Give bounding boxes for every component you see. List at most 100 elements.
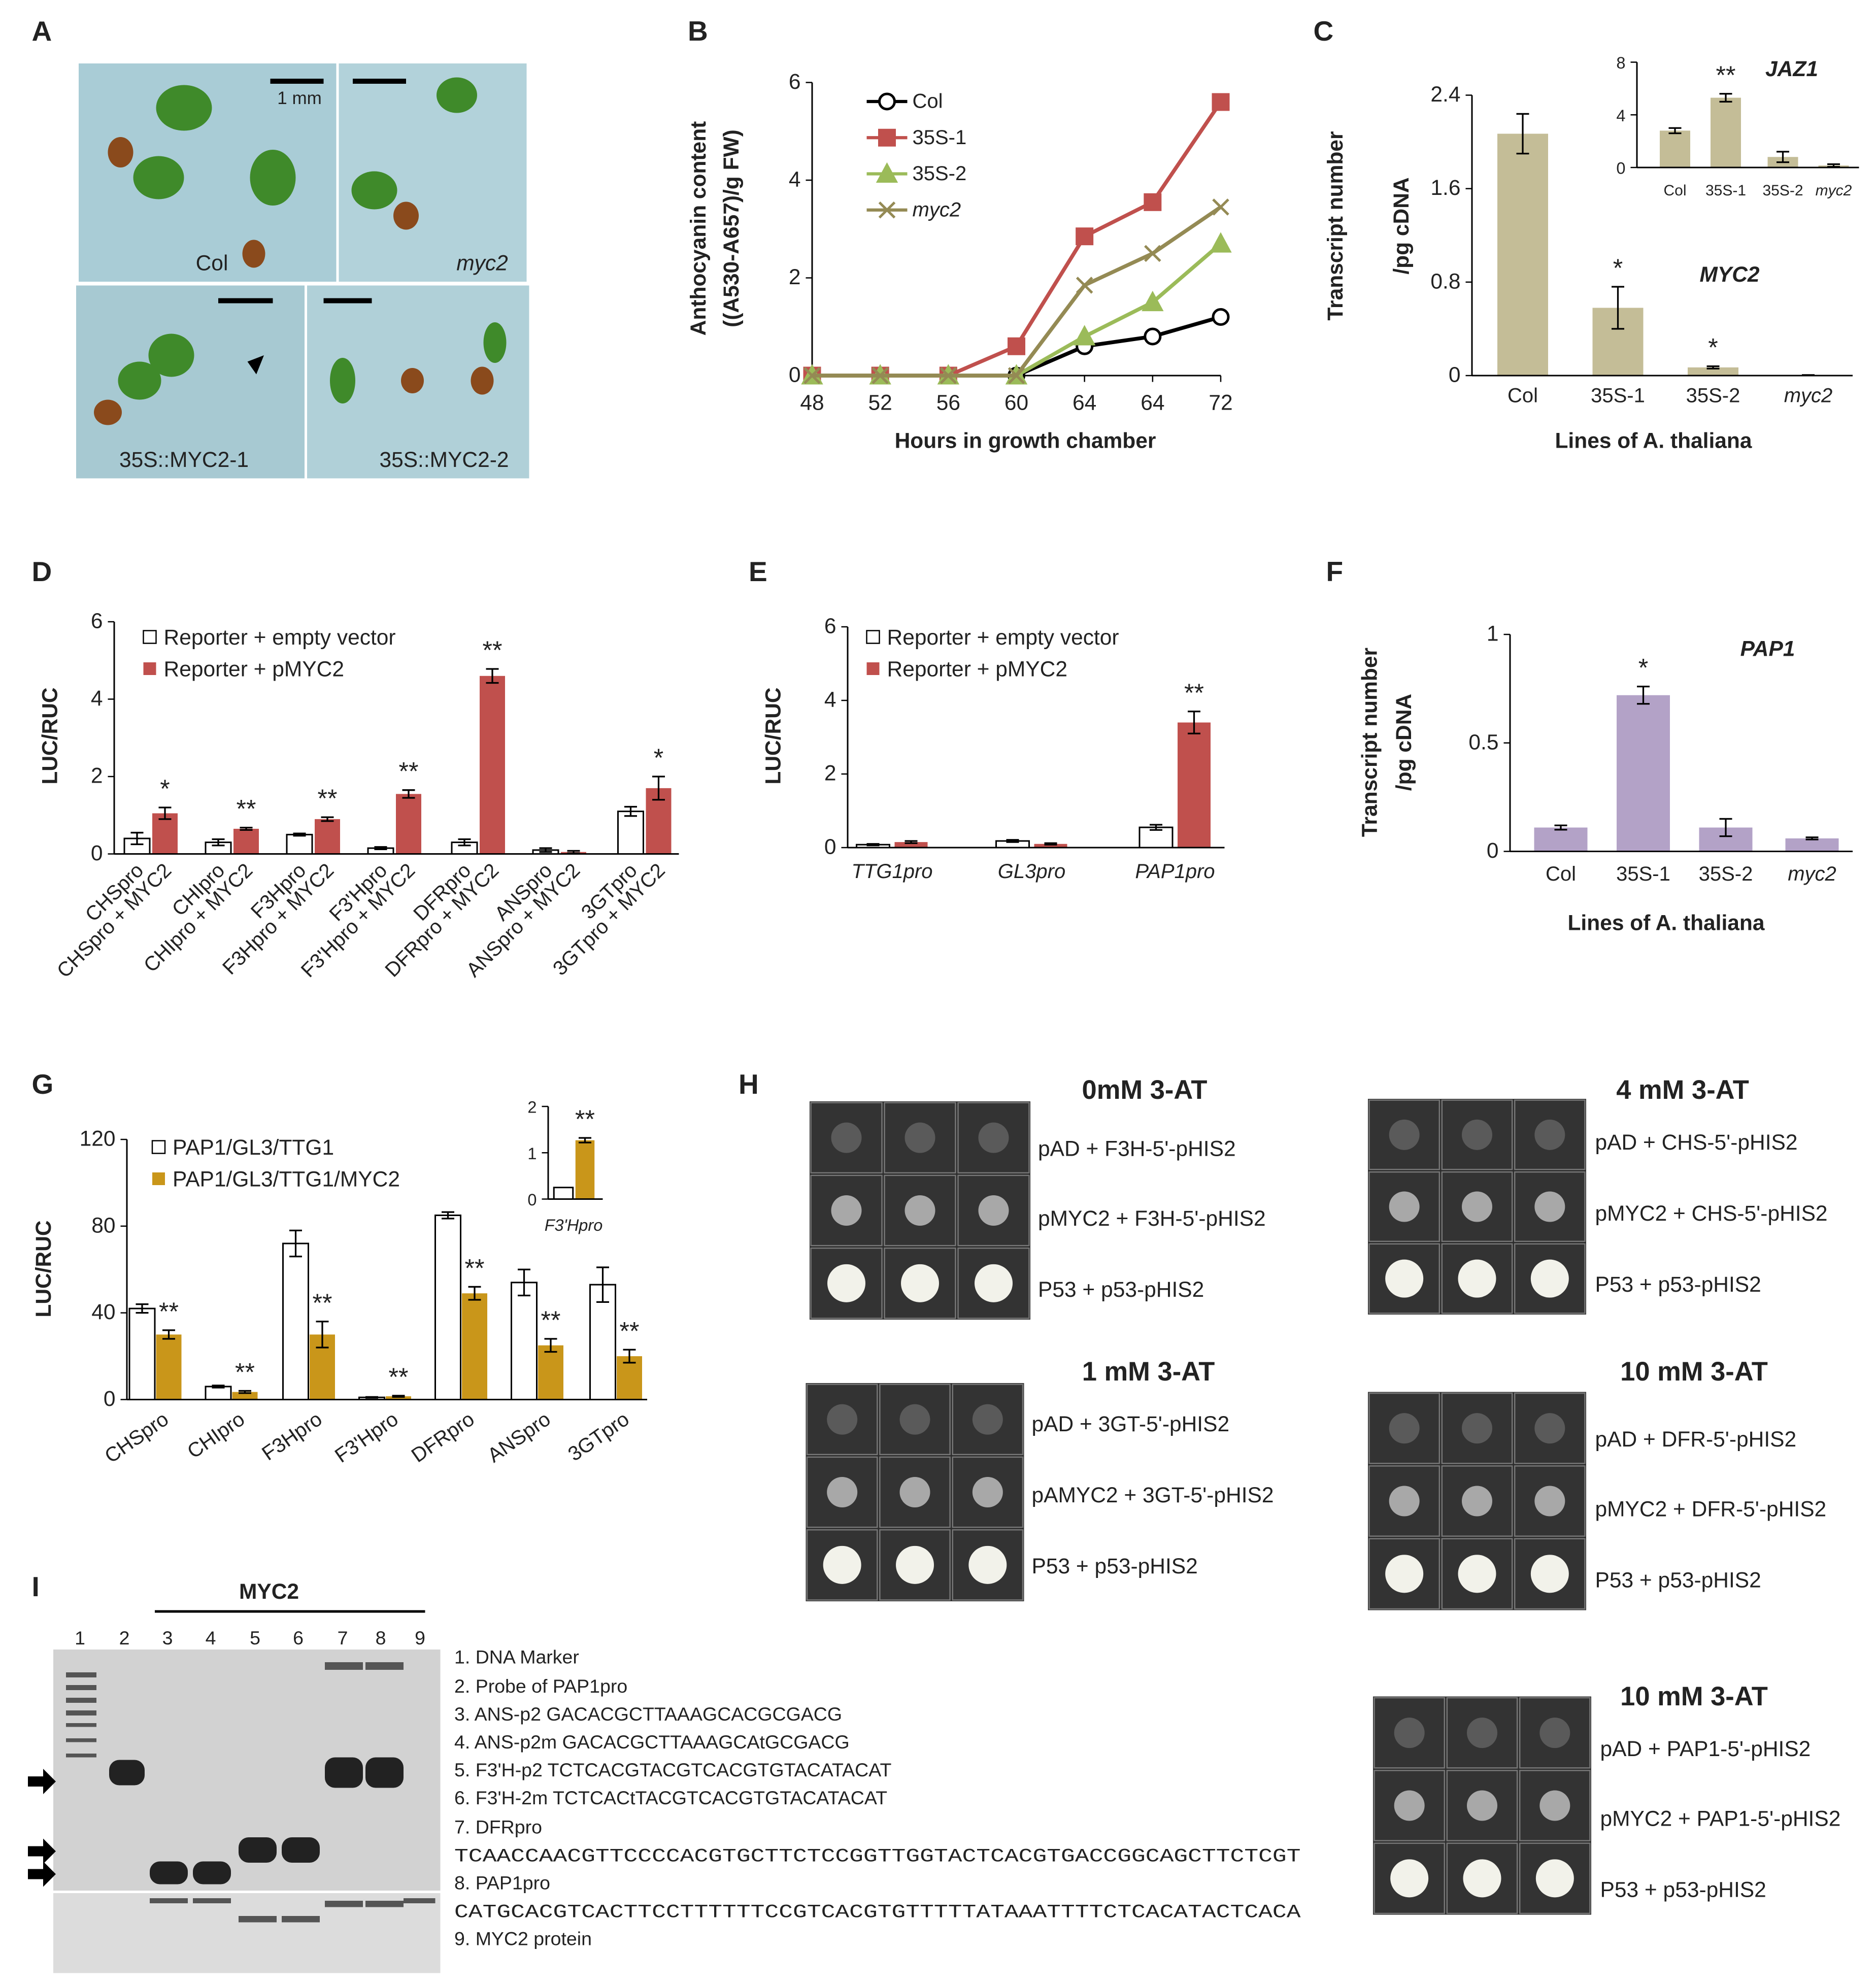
y-tick-label: 2 (91, 764, 103, 788)
plate-row-label: pMYC2 + DFR-5'-pHIS2 (1595, 1498, 1827, 1522)
y-tick-label: 80 (91, 1214, 115, 1237)
legend-label: Reporter + pMYC2 (164, 658, 345, 682)
yeast-spot (972, 1477, 1003, 1507)
y-tick-label: 4 (789, 168, 801, 192)
gel-legend-line: 8. PAP1pro (454, 1872, 550, 1894)
y-tick-label: 0 (789, 363, 801, 387)
lane-number: 9 (415, 1627, 425, 1648)
legend-swatch (866, 662, 880, 675)
error-bar (365, 1396, 378, 1399)
y-tick-label: 0 (824, 835, 836, 859)
x-tick-label: PAP1pro (1135, 860, 1215, 883)
significance: ** (620, 1317, 640, 1345)
y-axis-label: /pg cDNA (1390, 177, 1414, 274)
scale-label: 1 mm (277, 88, 322, 108)
bar (462, 1293, 487, 1400)
x-tick-label: 35S-1 (1616, 863, 1670, 885)
lane-number: 8 (376, 1627, 386, 1648)
y-tick-label: 1 (527, 1145, 537, 1163)
legend-label: 35S-2 (913, 162, 967, 185)
legend-label: myc2 (913, 198, 961, 221)
error-bar (1187, 711, 1200, 734)
legend-label: Reporter + empty vector (887, 626, 1119, 650)
y-tick-label: 0 (527, 1191, 537, 1209)
error-bar (1554, 824, 1567, 831)
x-tick-label: CHSpro (100, 1408, 173, 1468)
y-tick-label: 2 (527, 1098, 537, 1117)
marker (878, 201, 896, 219)
x-tick-label: DFRpro (408, 1408, 479, 1467)
error-bar (652, 776, 665, 801)
y-tick-label: 0 (91, 842, 103, 865)
bar (205, 1386, 232, 1400)
significance: ** (1184, 679, 1204, 707)
lane-number: 1 (75, 1627, 85, 1648)
yeast-spot (978, 1122, 1009, 1153)
plate-row-label: P53 + p53-pHIS2 (1595, 1273, 1761, 1297)
legend-swatch (866, 630, 880, 644)
y-tick-label: 8 (1616, 54, 1625, 72)
x-tick-label: 64 (1073, 391, 1096, 415)
error-bar (1719, 818, 1732, 837)
panel-label: E (749, 556, 767, 587)
bar (315, 819, 340, 854)
yeast-spot (1530, 1259, 1569, 1298)
plate-row-label: pAD + F3H-5'-pHIS2 (1038, 1137, 1236, 1161)
legend-swatch (143, 662, 156, 675)
yeast-spot (978, 1195, 1009, 1226)
significance: ** (237, 795, 256, 823)
x-tick-label: 56 (936, 391, 960, 415)
legend-label: PAP1/GL3/TTG1/MYC2 (173, 1168, 400, 1192)
bar (156, 1334, 182, 1400)
bar (386, 1396, 411, 1400)
bar (575, 1140, 595, 1199)
x-tick-label: Col (1546, 863, 1576, 885)
marker (1076, 277, 1093, 294)
gel-legend-line: 1. DNA Marker (454, 1646, 579, 1668)
error-bar (293, 832, 306, 837)
error-bar (212, 1385, 225, 1389)
gel-legend-line: 4. ANS-p2m GACACGCTTAAAGCAtGCGACG (454, 1731, 850, 1753)
significance: * (160, 775, 170, 803)
legend-swatch (151, 1140, 166, 1154)
yeast-spot (1462, 1191, 1492, 1222)
bar (286, 833, 313, 855)
photo-panel: 1 mm Col myc2 35S::MYC2-1 35S::MYC2-2 (76, 63, 529, 479)
x-tick-label: myc2 (1816, 182, 1852, 199)
y-tick-label: 2 (824, 762, 836, 786)
panel-label: D (32, 556, 52, 587)
y-tick-label: 0 (1449, 363, 1461, 387)
marker (1008, 367, 1025, 384)
plate-cell (1514, 1465, 1586, 1537)
plate-row-label: P53 + p53-pHIS2 (1038, 1278, 1204, 1302)
yeast-spot (831, 1122, 862, 1153)
y-tick-label: 4 (91, 687, 103, 711)
error-bar (238, 1390, 251, 1394)
x-tick-label: F3'Hpro (545, 1216, 603, 1234)
yeast-spot (1389, 1413, 1420, 1444)
yeast-spot (1462, 1486, 1492, 1517)
x-axis-label: Hours in growth chamber (895, 429, 1156, 453)
x-tick-label: 64 (1141, 391, 1164, 415)
error-bar (458, 838, 471, 847)
yeast-spot (827, 1264, 865, 1302)
y-tick-label: 0 (1616, 159, 1625, 178)
y-axis-label: Anthocyanin content (687, 121, 711, 336)
plate-title: 1 mM 3-AT (1082, 1357, 1215, 1387)
panel-label: B (688, 15, 708, 47)
yeast-spot (827, 1477, 858, 1507)
x-tick-label: myc2 (1788, 863, 1836, 885)
x-tick-label: TTG1pro (851, 860, 932, 883)
plate-title: 4 mM 3-AT (1616, 1075, 1749, 1105)
yeast-spot (1389, 1119, 1420, 1150)
arrowhead (247, 355, 264, 375)
y-tick-label: 0.8 (1430, 270, 1460, 293)
x-tick-label: 35S-2 (1699, 863, 1753, 885)
error-bar (1719, 93, 1732, 103)
bar (1617, 695, 1670, 852)
y-tick-label: 0 (1487, 839, 1499, 863)
error-bar (212, 838, 225, 847)
y-axis-label: ((A530-A657)/g FW) (720, 129, 744, 327)
bar (1034, 844, 1067, 848)
bar (1660, 130, 1690, 167)
